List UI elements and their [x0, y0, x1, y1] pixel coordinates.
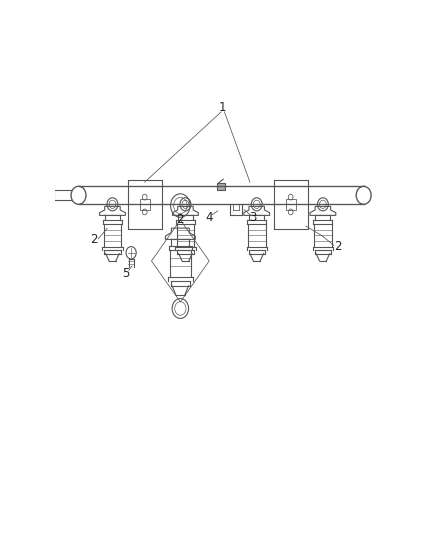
Text: 2: 2: [335, 240, 342, 253]
Text: 2: 2: [176, 213, 184, 227]
Bar: [286, 199, 296, 209]
Text: 5: 5: [122, 267, 130, 280]
Bar: [217, 183, 225, 190]
Text: 1: 1: [219, 101, 226, 114]
Text: 3: 3: [250, 212, 257, 224]
Text: 2: 2: [90, 233, 98, 246]
Text: 4: 4: [205, 212, 213, 224]
Bar: [140, 199, 150, 209]
